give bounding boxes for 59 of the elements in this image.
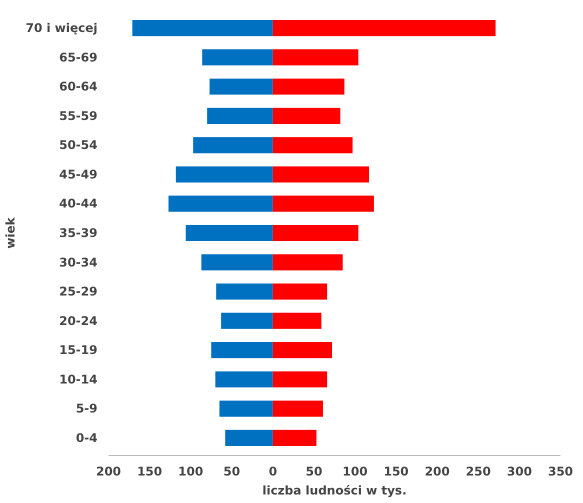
y-tick-label: 0-4: [76, 430, 98, 445]
y-tick-label: 20-24: [59, 314, 98, 328]
bar: [272, 108, 340, 124]
y-tick-label: 40-44: [59, 196, 98, 211]
x-tick-label: 200: [96, 464, 122, 478]
bar: [272, 78, 344, 95]
y-tick-label: 30-34: [59, 255, 98, 270]
y-tick-label: 50-54: [59, 138, 98, 152]
x-tick-label: 300: [506, 464, 532, 478]
bar: [272, 224, 358, 242]
bar: [176, 166, 273, 182]
x-tick-label: 150: [137, 464, 162, 478]
bar: [272, 400, 323, 417]
x-axis-title: liczba ludności w tys.: [262, 484, 407, 498]
bar: [272, 430, 316, 446]
bar: [216, 284, 273, 300]
bar: [207, 108, 273, 124]
x-tick-label: 100: [342, 464, 368, 478]
bar: [193, 137, 273, 154]
bar: [272, 312, 322, 329]
y-tick-label: 10-14: [59, 372, 98, 386]
bar: [210, 78, 273, 95]
x-tick-label: 50: [306, 464, 322, 478]
bar: [132, 20, 273, 36]
bar: [225, 430, 273, 446]
bar: [272, 371, 328, 388]
x-tick-label: 50: [223, 464, 240, 478]
y-tick-label: 25-29: [59, 284, 98, 299]
y-tick-label: 15-19: [59, 343, 98, 358]
x-tick-label: 250: [466, 464, 491, 478]
bar: [272, 166, 370, 182]
bar: [272, 20, 496, 36]
bar: [272, 137, 353, 154]
bar: [219, 400, 273, 417]
y-tick-label: 45-49: [59, 167, 98, 182]
bar: [272, 254, 343, 270]
x-tick-label: 150: [384, 464, 409, 478]
bar: [272, 342, 332, 358]
x-tick-label: 200: [424, 464, 450, 478]
y-tick-label: 60-64: [59, 80, 98, 94]
y-tick-label: 5-9: [76, 402, 98, 416]
bar: [272, 196, 374, 212]
y-tick-label: 35-39: [59, 226, 98, 240]
bar: [186, 224, 273, 242]
x-tick-label: 100: [178, 464, 204, 478]
bar: [221, 312, 273, 329]
bar: [272, 49, 358, 66]
bar: [215, 371, 273, 388]
bar: [168, 196, 273, 212]
x-tick-label: 0: [268, 464, 278, 478]
bar: [211, 342, 273, 358]
bar: [201, 254, 273, 270]
y-axis-title: wiek: [4, 216, 18, 249]
y-tick-label: 55-59: [59, 108, 98, 123]
bar: [202, 49, 273, 66]
bar: [272, 284, 328, 300]
y-tick-label: 65-69: [59, 50, 98, 64]
y-tick-label: 70 i więcej: [26, 21, 98, 36]
x-tick-label: 350: [548, 464, 574, 478]
